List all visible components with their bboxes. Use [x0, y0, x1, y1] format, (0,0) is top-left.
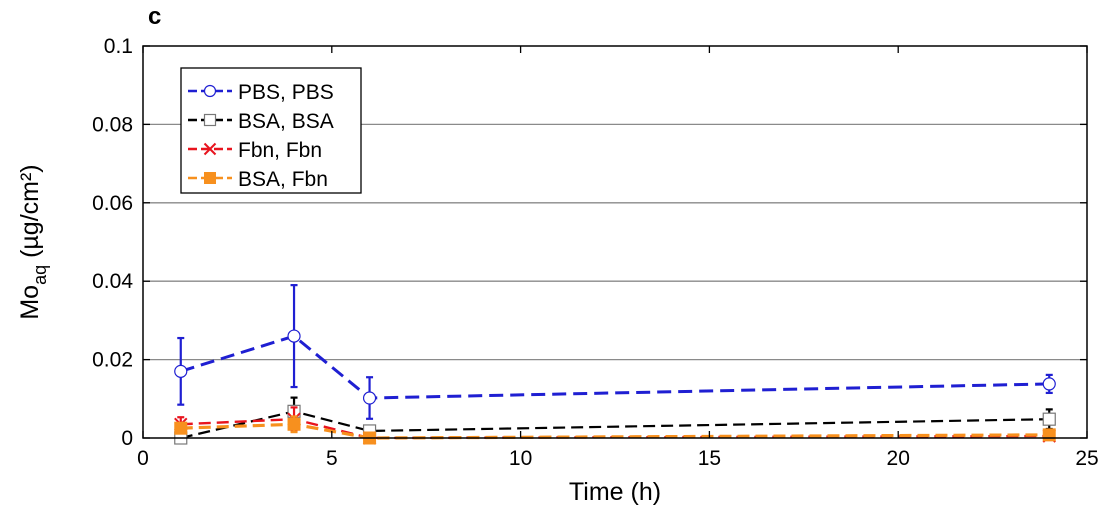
data-point-marker: [1042, 428, 1056, 442]
legend: PBS, PBS BSA, BSA Fbn, Fbn BSA, Fbn: [180, 67, 362, 194]
y-axis-label-subscript: aq: [30, 265, 50, 285]
legend-label: BSA, Fbn: [238, 168, 328, 191]
data-point-marker: [204, 172, 216, 184]
data-point-marker: [203, 84, 217, 98]
legend-item: Fbn, Fbn: [188, 139, 322, 162]
data-point-marker: [287, 417, 301, 431]
x-tick-label: 15: [698, 447, 721, 470]
x-tick-label: 0: [137, 447, 149, 470]
data-point-marker: [1042, 377, 1056, 391]
panel-label: c: [148, 3, 161, 30]
plot-series: [174, 284, 1056, 445]
legend-label: Fbn, Fbn: [238, 139, 322, 162]
y-tick-label: 0.06: [92, 192, 133, 215]
x-tick-label: 25: [1075, 447, 1098, 470]
y-tick-label: 0.04: [92, 270, 133, 293]
y-tick-label: 0: [121, 427, 133, 450]
legend-item: BSA, BSA: [188, 110, 334, 133]
y-tick-label: 0.02: [92, 349, 133, 372]
data-point-marker: [1042, 412, 1056, 426]
y-axis-label: Moaq (µg/cm²): [16, 164, 50, 319]
data-point-marker: [174, 421, 188, 435]
x-tick-label: 20: [887, 447, 910, 470]
y-tick-label: 0.1: [104, 35, 133, 58]
plot-frame: [142, 45, 1088, 439]
y-tick-label: 0.08: [92, 113, 133, 136]
data-point-marker: [174, 364, 188, 378]
legend-label: PBS, PBS: [238, 81, 334, 104]
y-axis-label-main: Mo: [16, 285, 44, 320]
x-tick-label: 10: [509, 447, 532, 470]
legend-label: BSA, BSA: [238, 110, 334, 133]
data-point-marker: [287, 329, 301, 343]
series-1: [174, 284, 1056, 420]
data-point-marker: [203, 113, 217, 127]
axis-ticks: 0 0.02 0.04 0.06 0.08 0.1 0 5 10 15 20 25: [92, 35, 1099, 470]
data-point-marker: [362, 391, 377, 405]
x-axis-label: Time (h): [569, 478, 661, 506]
x-tick-label: 5: [326, 447, 338, 470]
series-line: [180, 334, 1050, 400]
legend-item: PBS, PBS: [188, 81, 334, 104]
y-axis-label-unit: (µg/cm²): [16, 164, 44, 265]
data-point-marker: [203, 142, 217, 156]
legend-item: BSA, Fbn: [188, 168, 328, 191]
